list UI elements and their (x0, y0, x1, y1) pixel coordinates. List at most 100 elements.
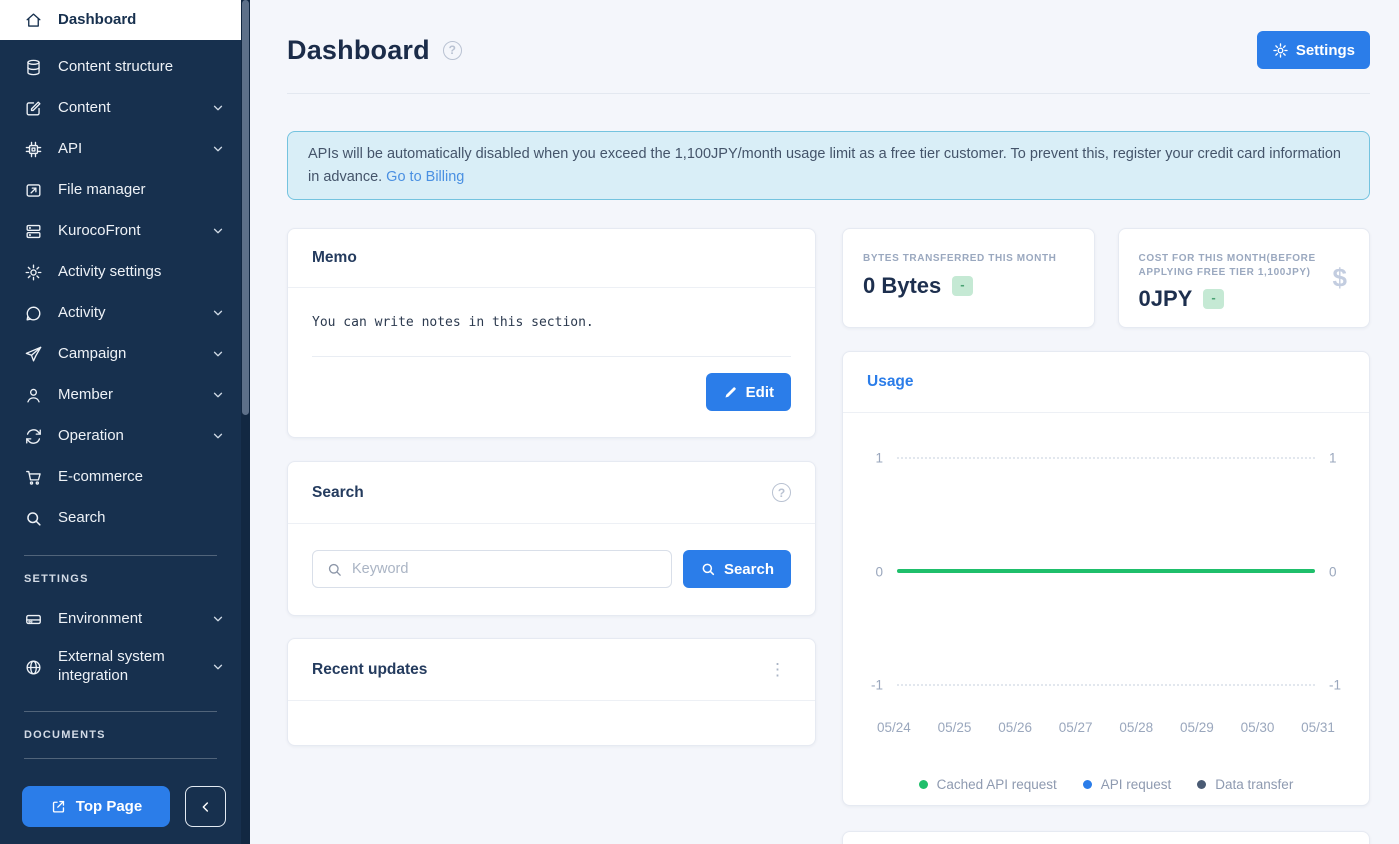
sidebar-item-content[interactable]: Content (0, 88, 241, 128)
sidebar-section-settings: SETTINGS (24, 573, 89, 585)
sidebar-item-external-system-integration[interactable]: External system integration (0, 640, 241, 694)
x-axis: 05/24 05/25 05/26 05/27 05/28 05/29 05/3… (877, 720, 1335, 735)
page-title: Dashboard (287, 34, 430, 65)
sidebar-scrollbar-thumb[interactable] (242, 0, 249, 415)
x-tick: 05/27 (1058, 720, 1093, 736)
y-tick: 1 (875, 450, 883, 466)
sidebar-item-file-manager[interactable]: File manager (0, 170, 241, 210)
chevron-down-icon (211, 429, 225, 443)
settings-button[interactable]: Settings (1256, 31, 1370, 69)
recent-updates-body (288, 701, 815, 750)
compose-icon (24, 99, 43, 118)
banner-message: APIs will be automatically disabled when… (308, 146, 1341, 185)
sidebar-nav: Dashboard Content structure Content API (0, 0, 241, 759)
sidebar-divider (24, 711, 217, 712)
sidebar-item-activity[interactable]: Activity (0, 293, 241, 333)
sidebar-item-operation[interactable]: Operation (0, 416, 241, 456)
search-icon (24, 509, 43, 528)
globe-icon (24, 658, 43, 677)
sidebar-item-label: Operation (58, 426, 124, 444)
bytes-transferred-value: 0 Bytes (863, 272, 942, 298)
chevron-down-icon (211, 660, 225, 674)
database-icon (24, 58, 43, 77)
x-tick: 05/28 (1119, 720, 1154, 736)
legend-cached-api-request[interactable]: Cached API request (918, 777, 1057, 793)
sidebar-item-label: External system integration (58, 648, 165, 684)
chevron-down-icon (211, 306, 225, 320)
kebab-menu-icon[interactable]: ⋮ (769, 660, 786, 680)
bytes-transferred-label: BYTES TRANSFERRED THIS MONTH (863, 253, 1057, 265)
sidebar-item-label: API (58, 139, 83, 157)
help-icon[interactable]: ? (772, 483, 791, 503)
keyword-input[interactable] (352, 561, 658, 578)
x-tick: 05/25 (937, 720, 972, 736)
legend-data-transfer[interactable]: Data transfer (1197, 777, 1293, 792)
legend-dot-slate (1197, 780, 1207, 790)
y-axis-right: 1 0 -1 (1315, 433, 1361, 703)
home-icon (24, 11, 43, 30)
sidebar-item-environment[interactable]: Environment (0, 599, 241, 639)
legend-label: Cached API request (936, 777, 1057, 793)
sidebar-item-label: KurocoFront (58, 221, 141, 239)
header-divider (287, 93, 1370, 94)
sidebar-item-campaign[interactable]: Campaign (0, 334, 241, 374)
memo-body-text: You can write notes in this section. (312, 315, 594, 331)
search-button[interactable]: Search (682, 550, 791, 589)
y-axis-left: 1 0 -1 (851, 433, 897, 703)
x-tick: 05/26 (998, 720, 1032, 736)
search-button-label: Search (723, 560, 774, 578)
chevron-down-icon (211, 612, 225, 626)
gear-icon (24, 263, 43, 282)
help-icon[interactable]: ? (442, 40, 462, 60)
sidebar-item-label: E-commerce (58, 467, 144, 485)
sidebar-item-content-structure[interactable]: Content structure (0, 47, 241, 87)
sidebar-divider (24, 758, 217, 759)
sidebar-item-ecommerce[interactable]: E-commerce (0, 457, 241, 497)
top-page-button[interactable]: Top Page (22, 786, 170, 827)
search-icon (700, 561, 716, 577)
memo-card-title: Memo (312, 249, 357, 267)
sidebar-item-label: Activity settings (58, 262, 162, 280)
image-icon (24, 181, 43, 200)
legend-dot-blue (1082, 780, 1092, 790)
search-card-title: Search (312, 483, 364, 501)
sidebar-scrollbar-track[interactable] (241, 0, 250, 844)
sidebar-item-label: Activity (58, 303, 106, 321)
sidebar-divider (24, 555, 217, 556)
sidebar-item-kurocofront[interactable]: KurocoFront (0, 211, 241, 251)
drive-icon (24, 610, 43, 629)
sidebar-item-dashboard[interactable]: Dashboard (0, 0, 241, 40)
sidebar-item-activity-settings[interactable]: Activity settings (0, 252, 241, 292)
y-tick: -1 (870, 677, 883, 693)
memo-divider (312, 356, 791, 358)
usage-card-title: Usage (867, 373, 914, 391)
sidebar-collapse-button[interactable] (185, 786, 226, 827)
legend-label: Data transfer (1215, 777, 1294, 793)
legend-api-request[interactable]: API request (1082, 777, 1171, 792)
sidebar-item-label: Environment (58, 609, 143, 627)
y-tick: -1 (1329, 677, 1342, 693)
page-header: Dashboard ? Settings (287, 30, 1370, 70)
gear-icon (1272, 42, 1289, 59)
cached-api-request-line (897, 569, 1315, 574)
sidebar-item-label: Search (58, 508, 106, 526)
cost-this-month-value: 0JPY (1138, 286, 1193, 312)
go-to-billing-link[interactable]: Go to Billing (386, 168, 465, 185)
sidebar-item-label: Dashboard (58, 10, 137, 28)
x-tick: 05/24 (877, 720, 911, 736)
person-icon (24, 386, 43, 405)
chevron-down-icon (211, 224, 225, 238)
recent-updates-title: Recent updates (312, 660, 428, 678)
sidebar-item-member[interactable]: Member (0, 375, 241, 415)
sidebar-item-search[interactable]: Search (0, 498, 241, 538)
sidebar-item-api[interactable]: API (0, 129, 241, 169)
external-link-icon (50, 798, 67, 815)
bytes-transferred-card: BYTES TRANSFERRED THIS MONTH 0 Bytes - (842, 228, 1095, 329)
sidebar-item-label: File manager (58, 180, 146, 198)
chevron-down-icon (211, 101, 225, 115)
gridline (897, 457, 1315, 460)
dollar-icon: $ (1332, 262, 1347, 293)
gridline (897, 684, 1315, 687)
memo-edit-button[interactable]: Edit (705, 373, 791, 412)
sidebar: Dashboard Content structure Content API (0, 0, 250, 844)
